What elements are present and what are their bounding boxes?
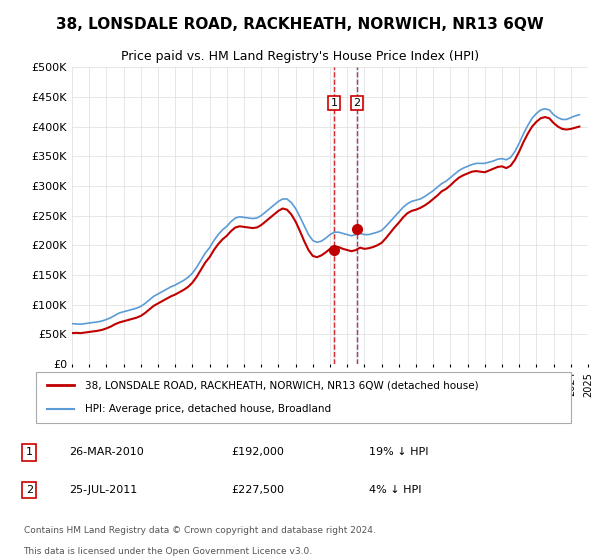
Bar	[356, 67, 358, 364]
Text: £227,500: £227,500	[231, 485, 284, 495]
Text: HPI: Average price, detached house, Broadland: HPI: Average price, detached house, Broa…	[85, 404, 331, 414]
Text: Price paid vs. HM Land Registry's House Price Index (HPI): Price paid vs. HM Land Registry's House …	[121, 50, 479, 63]
Text: This data is licensed under the Open Government Licence v3.0.: This data is licensed under the Open Gov…	[23, 547, 313, 556]
Text: 38, LONSDALE ROAD, RACKHEATH, NORWICH, NR13 6QW: 38, LONSDALE ROAD, RACKHEATH, NORWICH, N…	[56, 17, 544, 32]
Text: 19% ↓ HPI: 19% ↓ HPI	[369, 447, 428, 457]
Text: Contains HM Land Registry data © Crown copyright and database right 2024.: Contains HM Land Registry data © Crown c…	[23, 526, 375, 535]
Text: 38, LONSDALE ROAD, RACKHEATH, NORWICH, NR13 6QW (detached house): 38, LONSDALE ROAD, RACKHEATH, NORWICH, N…	[85, 380, 479, 390]
Text: 1: 1	[331, 98, 337, 108]
Text: 25-JUL-2011: 25-JUL-2011	[70, 485, 138, 495]
Text: £192,000: £192,000	[231, 447, 284, 457]
Text: 2: 2	[26, 485, 33, 495]
Text: 4% ↓ HPI: 4% ↓ HPI	[369, 485, 422, 495]
FancyBboxPatch shape	[35, 372, 571, 423]
Text: 2: 2	[353, 98, 361, 108]
Text: 26-MAR-2010: 26-MAR-2010	[70, 447, 145, 457]
Text: 1: 1	[26, 447, 33, 457]
Bar	[333, 67, 335, 364]
